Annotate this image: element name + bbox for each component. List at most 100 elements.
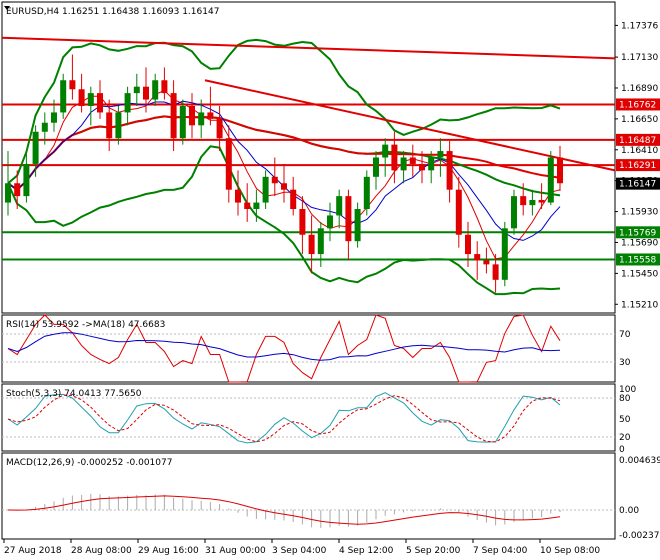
price-label: 1.15210 bbox=[621, 300, 658, 310]
candle-body bbox=[382, 144, 389, 158]
price-label: 1.16650 bbox=[621, 115, 658, 125]
candle-body bbox=[391, 144, 398, 171]
candle-body bbox=[511, 196, 517, 229]
candle-body bbox=[179, 106, 186, 139]
rsi-label: RSI(14) 53.9592 ->MA(18) 47.6683 bbox=[6, 320, 165, 330]
macd-label: MACD(12,26,9) -0.000252 -0.001077 bbox=[6, 458, 172, 468]
candle-body bbox=[400, 157, 407, 171]
candle-body bbox=[409, 157, 416, 164]
price-label: 1.17130 bbox=[621, 53, 658, 63]
price-label: 1.15450 bbox=[621, 269, 658, 279]
candle-body bbox=[547, 157, 554, 203]
candle-body bbox=[78, 89, 85, 106]
macd-level-zero: 0.00 bbox=[619, 506, 639, 516]
level-tag bbox=[616, 226, 660, 239]
price-label: 1.17376 bbox=[621, 21, 658, 31]
level-tag-label: 1.16762 bbox=[619, 100, 656, 110]
candle-body bbox=[51, 112, 57, 123]
candle-body bbox=[327, 215, 333, 229]
candle-body bbox=[60, 80, 67, 113]
candle-body bbox=[244, 202, 251, 209]
price-axis: 1.17376 1.17130 1.16890 1.16650 1.16410 1.161… bbox=[615, 21, 660, 310]
candle-body bbox=[253, 202, 260, 209]
trendline-descending bbox=[204, 79, 616, 172]
candle-body bbox=[152, 80, 159, 100]
candle-body bbox=[455, 189, 462, 235]
candle-body bbox=[170, 93, 177, 139]
current-price-label: 1.16147 bbox=[619, 180, 656, 190]
candle-body bbox=[133, 86, 140, 94]
time-axis: 27 Aug 2018 28 Aug 08:00 29 Aug 16:00 31 Au… bbox=[3, 539, 600, 556]
candle-body bbox=[373, 157, 379, 177]
chart-title: EURUSD,H4 1.16251 1.16438 1.16093 1.1614… bbox=[6, 7, 219, 17]
trendline-upper bbox=[1, 36, 616, 60]
time-label: 3 Sep 04:00 bbox=[272, 546, 327, 556]
current-price-tag bbox=[616, 177, 660, 190]
candle-body bbox=[161, 80, 168, 94]
candle-body bbox=[363, 176, 370, 209]
stoch-level-80: 80 bbox=[619, 394, 631, 404]
price-label: 1.16890 bbox=[621, 84, 658, 94]
time-label: 10 Sep 08:00 bbox=[540, 546, 600, 556]
candle-body bbox=[69, 80, 76, 90]
candle-body bbox=[437, 151, 444, 158]
candle-body bbox=[262, 176, 269, 203]
candle-body bbox=[235, 189, 241, 203]
candle-body bbox=[225, 138, 232, 190]
candle-body bbox=[474, 254, 481, 261]
stoch-label: Stoch(5,3,3) 74.0413 77.5650 bbox=[6, 389, 142, 399]
level-tag-label: 1.16291 bbox=[619, 161, 656, 171]
ma-long-red bbox=[7, 115, 561, 191]
price-label: 1.15930 bbox=[621, 208, 658, 218]
time-label: 31 Aug 00:00 bbox=[205, 546, 266, 556]
candle-body bbox=[216, 118, 223, 139]
stoch-pane[interactable]: Stoch(5,3,3) 74.0413 77.5650 100 80 50 2… bbox=[1, 383, 636, 455]
stoch-level-100: 100 bbox=[619, 385, 636, 395]
price-label: 1.16410 bbox=[621, 146, 658, 156]
rsi-pane[interactable]: RSI(14) 53.9592 ->MA(18) 47.6683 70 30 bbox=[1, 314, 631, 383]
candle-body bbox=[492, 264, 499, 280]
candle-body bbox=[14, 183, 21, 197]
collapse-icon[interactable] bbox=[4, 6, 10, 10]
candle-body bbox=[23, 163, 30, 197]
level-tag-label: 1.16487 bbox=[619, 136, 656, 146]
macd-level-top: 0.004639 bbox=[619, 456, 660, 466]
time-label: 27 Aug 2018 bbox=[4, 546, 62, 556]
candle-body bbox=[308, 234, 315, 255]
bollinger-upper bbox=[7, 38, 561, 185]
level-tag bbox=[616, 159, 660, 172]
macd-pane[interactable]: MACD(12,26,9) -0.000252 -0.001077 0.0046… bbox=[1, 452, 660, 541]
candle-body bbox=[97, 93, 103, 113]
candle-body bbox=[281, 183, 287, 190]
time-label: 29 Aug 16:00 bbox=[138, 546, 199, 556]
bollinger-lower bbox=[7, 145, 561, 296]
candle-body bbox=[345, 196, 352, 242]
candle-body bbox=[87, 93, 94, 106]
candle-body bbox=[317, 228, 324, 255]
level-tag bbox=[616, 253, 660, 266]
candle-body bbox=[501, 228, 508, 280]
level-tag bbox=[616, 98, 660, 111]
candle-body bbox=[354, 209, 361, 242]
macd-level-bottom: -0.002379 bbox=[619, 531, 660, 541]
price-label: 1.15690 bbox=[621, 238, 658, 248]
stoch-level-20: 20 bbox=[619, 433, 631, 443]
candle-body bbox=[529, 199, 536, 206]
candle-body bbox=[520, 196, 527, 206]
candle-body bbox=[189, 106, 195, 126]
time-label: 4 Sep 12:00 bbox=[339, 546, 394, 556]
candle-body bbox=[271, 176, 278, 184]
time-label: 7 Sep 04:00 bbox=[473, 546, 528, 556]
candle-body bbox=[483, 260, 490, 265]
candle-body bbox=[290, 189, 297, 209]
candle-body bbox=[143, 86, 149, 100]
candle-body bbox=[41, 122, 48, 132]
candle-body bbox=[538, 199, 545, 203]
level-tag-label: 1.15769 bbox=[619, 228, 656, 238]
candle-body bbox=[207, 112, 214, 119]
candle-body bbox=[465, 234, 471, 255]
time-label: 5 Sep 20:00 bbox=[406, 546, 461, 556]
candle-body bbox=[32, 131, 39, 164]
price-pane[interactable]: EURUSD,H4 1.16251 1.16438 1.16093 1.1614… bbox=[1, 1, 616, 314]
